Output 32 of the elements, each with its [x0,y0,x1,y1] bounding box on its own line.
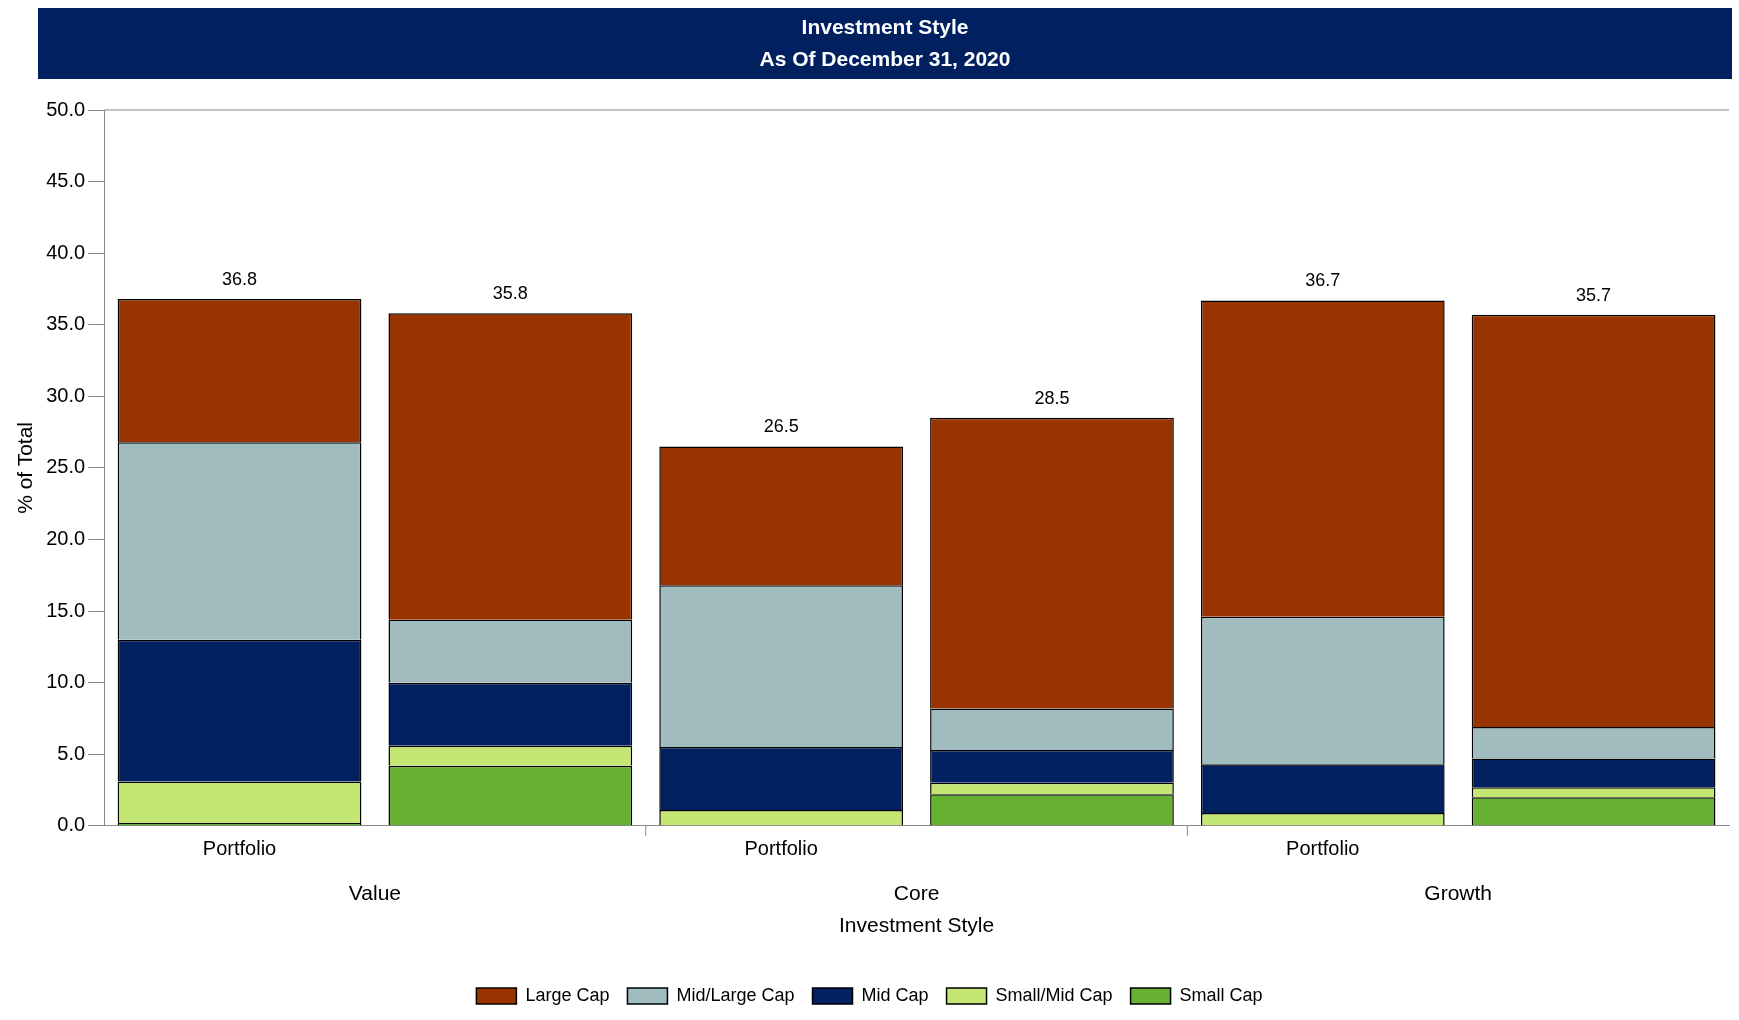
y-tick-label: 35.0 [46,312,86,335]
y-tick-label: 5.0 [57,741,86,764]
legend-label: Mid/Large Cap [676,984,795,1005]
legend-label: Small Cap [1179,984,1263,1005]
y-tick-label: 20.0 [46,527,86,549]
legend-label: Large Cap [525,984,610,1005]
text: Core [893,881,940,905]
y-axis-title: % of Total [13,421,37,514]
x-tick-label: Portfolio [744,837,818,860]
total-label: 35.8 [492,283,528,304]
legend-label: Small/Mid Cap [995,984,1113,1005]
y-tick-label: 40.0 [46,240,86,263]
y-tick-label: 45.0 [46,169,86,192]
y-tick-label: 15.0 [46,598,86,621]
x-tick-label: Portfolio [1286,837,1360,860]
y-tick-label: 50.0 [46,97,86,120]
x-axis-title: Investment Style [838,913,995,937]
total-label: 36.7 [1305,270,1341,291]
legend-label: Mid Cap [861,984,929,1005]
text: Growth [1424,881,1493,905]
y-tick-label: 10.0 [46,670,86,693]
chart-subtitle: As Of December 31, 2020 [758,46,1012,72]
total-label: 28.5 [1034,387,1070,408]
text: Value [348,881,402,905]
total-label: 35.7 [1576,284,1612,305]
y-tick-label: 0.0 [57,813,86,836]
chart-title: Investment Style [800,14,970,40]
total-label: 36.8 [222,268,258,289]
y-tick-label: 25.0 [46,455,86,478]
total-label: 26.5 [763,416,799,437]
y-tick-label: 30.0 [46,383,86,406]
x-tick-label: Portfolio [202,837,277,860]
